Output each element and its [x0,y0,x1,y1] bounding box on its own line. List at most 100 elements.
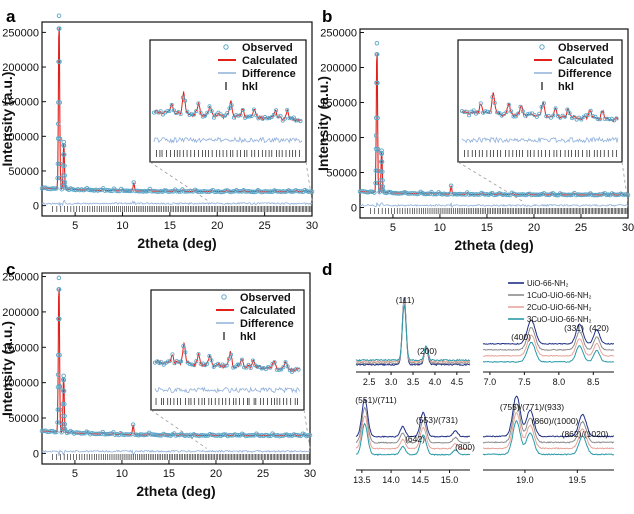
peak-annotation: (331) [564,323,584,333]
observed-point [61,388,67,394]
peak-annotation: (551)/(711) [355,395,397,405]
x-tick-label: 7.0 [484,377,497,387]
series-line-2 [482,327,615,351]
x-tick-label: 14.5 [412,475,430,485]
inset-observed-point [169,102,174,107]
observed-point [55,372,61,377]
observed-point [62,152,67,157]
inset-observed-point [171,108,176,113]
x-tick-label: 5 [390,222,396,234]
y-tick-label: 0 [33,201,39,213]
inset-observed-point [254,113,259,118]
inset-observed-point [165,109,170,114]
peak-annotation: (200) [417,346,437,356]
observed-point [80,431,86,436]
x-axis-label: 2theta (deg) [137,235,216,251]
y-axis-label: Intensity (a.u.) [315,76,331,171]
legend-marker-observed [223,44,229,50]
observed-point [57,352,62,358]
inset-observed-point [265,116,270,121]
inset-observed-point [185,109,190,114]
observed-point [55,161,61,166]
observed-point [375,115,380,121]
observed-point [376,180,381,186]
y-tick-label: 250000 [320,28,357,40]
observed-point [62,184,68,189]
inset-observed-point [553,106,558,111]
series-line-4 [482,419,615,456]
observed-point [448,183,454,188]
inset-observed-point [194,109,199,114]
inset-observed-point [296,118,301,123]
x-tick-label: 15 [163,468,175,480]
inset-observed-point [159,360,164,365]
observed-point [461,192,466,197]
observed-point [127,188,133,194]
x-tick-label: 20 [210,468,222,480]
series-line-4 [482,341,614,363]
inset-observed-point [285,107,290,112]
inset-observed-point [198,361,203,366]
y-axis-label: Intensity (a.u.) [0,321,15,416]
observed-series [39,13,315,195]
observed-point [373,133,379,138]
observed-point [221,432,227,437]
x-tick-label: 25 [257,468,269,480]
observed-point [131,180,137,185]
inset-observed-point [211,115,216,120]
observed-point [372,190,377,195]
panel-label: d [322,260,332,279]
peak-annotation: (400) [511,332,531,342]
inset-observed-point [294,366,299,371]
inset-observed-point [516,111,521,116]
peak-annotation: (420) [589,323,609,333]
observed-point [266,433,272,439]
inset-observed-point [490,94,495,99]
inset-observed-point [497,111,502,116]
inset-observed-point [236,113,241,118]
x-tick-label: 30 [622,222,634,234]
inset-difference-line [154,386,301,394]
x-tick-label: 5 [72,220,78,232]
legend-label: Difference [242,68,296,80]
inset-observed-point [154,109,159,114]
y-tick-label: 200000 [2,62,39,74]
legend-label: Observed [240,292,291,304]
inset-observed-point [226,356,231,361]
inset-observed-point [593,114,598,119]
inset-observed-point [464,109,469,114]
inset-observed-point [245,114,250,119]
x-tick-label: 15 [481,222,493,234]
y-tick-label: 200000 [2,307,39,319]
panel-d: d 2.5 3.0 3.5 4.0 4.5 7.0 7.5 8.0 8.5 13.5 14.0 14.5… [322,260,615,485]
inset-observed-point [269,115,274,120]
observed-point [130,422,136,427]
inset-observed-point [189,362,194,367]
observed-point [380,178,385,183]
inset-observed-point [282,116,287,121]
observed-point [379,151,385,156]
inset-observed-point [207,353,212,358]
observed-point [108,188,113,193]
inset-observed-point [233,364,238,369]
legend-label: UiO-66-NH₂ [527,279,569,288]
observed-point [61,377,67,383]
x-tick-label: 14.0 [382,475,400,485]
peak-annotation: (111) [396,295,415,305]
y-tick-label: 150000 [2,97,39,109]
series-line-1 [355,398,470,438]
peak-annotation: (553)/(731) [416,415,458,425]
inset-observed-point [200,114,205,119]
inset-observed-point [289,116,294,121]
legend-marker-observed [221,294,227,300]
inset-observed-point [595,117,600,122]
observed-point [475,192,481,197]
series-line-1 [355,298,471,367]
observed-point [374,41,380,46]
inset-observed-point [238,113,243,118]
y-tick-label: 0 [33,448,39,460]
panel-a: a 0 50000 100000 150000 200000 250000 5 10 15 20 25… [0,7,318,251]
x-tick-label: 8.0 [553,377,566,387]
inset-observed-point [280,118,285,123]
inset-observed-point [539,104,544,109]
